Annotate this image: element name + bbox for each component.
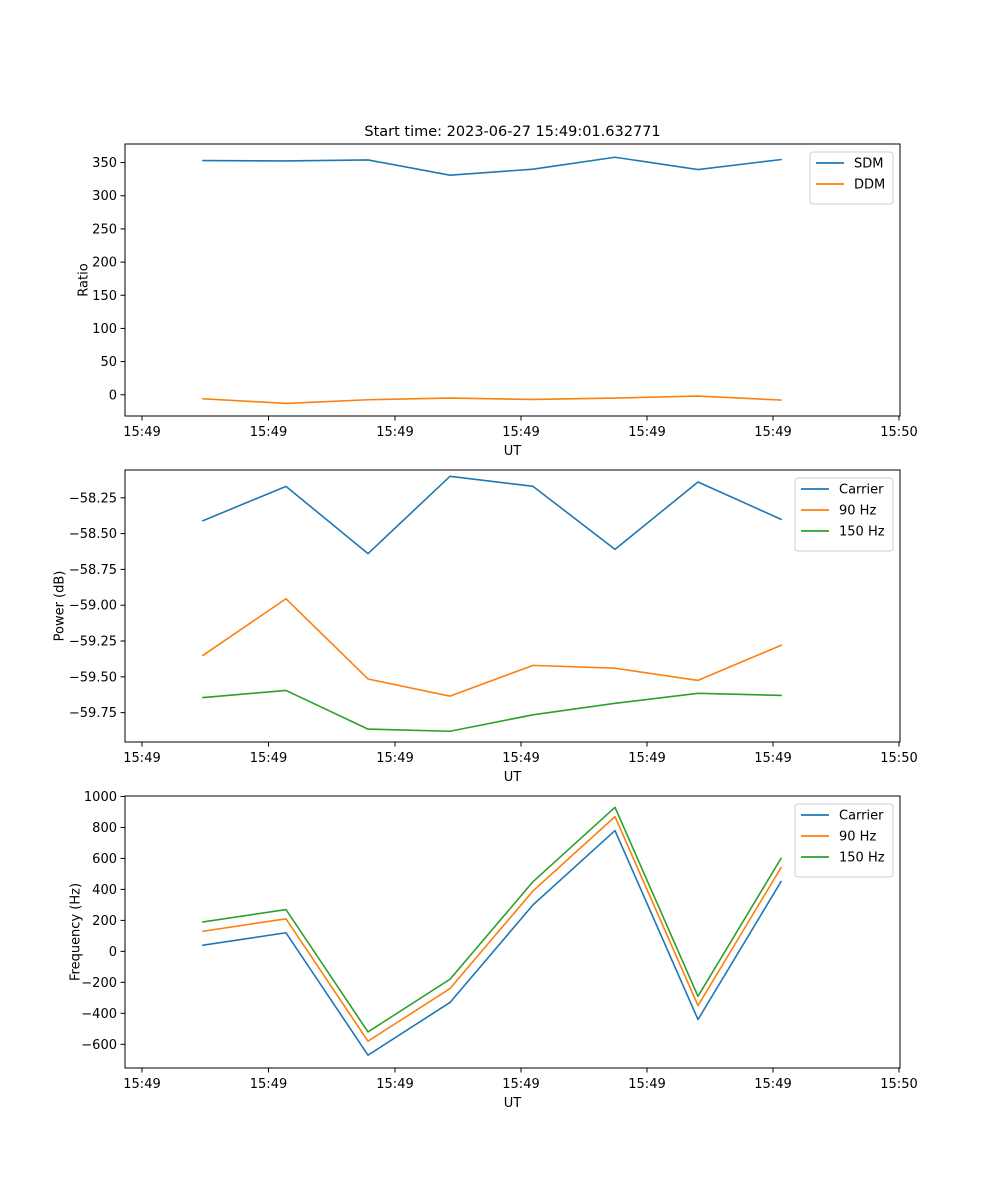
x-tick-label: 15:49 <box>123 1077 160 1092</box>
legend-label: Carrier <box>839 809 884 824</box>
series-line-90-hz <box>201 597 783 697</box>
series-group <box>201 475 783 733</box>
y-tick-label: −59.75 <box>69 706 117 721</box>
figure-title: Start time: 2023-06-27 15:49:01.632771 <box>364 124 660 140</box>
x-axis: 15:49 15:49 15:49 15:49 15:49 15:49 15:50 UT <box>123 416 918 459</box>
legend: Carrier 90 Hz 150 Hz <box>794 803 894 878</box>
series-line-90-hz <box>202 815 783 1042</box>
y-tick-label: 200 <box>92 914 117 929</box>
y-tick-label: −200 <box>81 976 117 991</box>
x-tick-label: 15:49 <box>502 751 539 766</box>
series-group <box>202 156 782 405</box>
x-tick-label: 15:49 <box>754 751 791 766</box>
subplot-1: 15:49 15:49 15:49 15:49 15:49 15:49 15:50 UT 0 50… <box>76 143 918 459</box>
x-tick-label: 15:49 <box>250 751 287 766</box>
x-tick-label: 15:49 <box>628 751 665 766</box>
x-tick-label: 15:49 <box>754 425 791 440</box>
x-tick-label: 15:49 <box>123 425 160 440</box>
x-tick-label: 15:50 <box>880 1077 917 1092</box>
legend-label: 150 Hz <box>839 525 885 540</box>
y-axis-label: Frequency (Hz) <box>68 883 83 981</box>
axes-frame <box>124 795 901 1069</box>
x-tick-label: 15:49 <box>376 1077 413 1092</box>
y-tick-label: −58.50 <box>69 527 117 542</box>
x-tick-label: 15:49 <box>628 1077 665 1092</box>
y-tick-label: 350 <box>92 156 117 171</box>
series-line-carrier <box>201 475 783 555</box>
y-tick-label: 0 <box>109 945 117 960</box>
legend-label: 90 Hz <box>839 504 876 519</box>
y-tick-label: 150 <box>92 289 117 304</box>
series-line-carrier <box>202 829 783 1056</box>
x-tick-label: 15:49 <box>628 425 665 440</box>
y-tick-label: −59.00 <box>69 599 117 614</box>
y-tick-label: 100 <box>92 322 117 337</box>
legend-box <box>794 477 894 552</box>
x-tick-label: 15:49 <box>502 425 539 440</box>
x-axis: 15:49 15:49 15:49 15:49 15:49 15:49 15:50 UT <box>123 1068 918 1111</box>
legend-label: 90 Hz <box>839 830 876 845</box>
x-axis-label: UT <box>504 1096 522 1111</box>
y-tick-label: 800 <box>92 821 117 836</box>
y-tick-label: 400 <box>92 883 117 898</box>
y-axis-label: Power (dB) <box>53 571 68 642</box>
x-tick-label: 15:49 <box>250 425 287 440</box>
x-axis-label: UT <box>504 444 522 459</box>
legend-label: 150 Hz <box>839 851 885 866</box>
y-tick-label: −58.25 <box>69 491 117 506</box>
y-axis: 0 50 100 150 200 250 300 350 Ratio <box>76 156 125 403</box>
legend-label: SDM <box>854 157 883 172</box>
y-axis: −59.75 −59.50 −59.25 −59.00 −58.75 −58.50 −58.… <box>53 491 125 721</box>
y-tick-label: 200 <box>92 256 117 271</box>
y-tick-label: −58.75 <box>69 563 117 578</box>
series-line-150-hz <box>202 689 782 733</box>
x-tick-label: 15:50 <box>880 751 917 766</box>
x-tick-label: 15:49 <box>754 1077 791 1092</box>
y-tick-label: 600 <box>92 852 117 867</box>
y-tick-label: −600 <box>81 1038 117 1053</box>
y-tick-label: −59.50 <box>69 670 117 685</box>
y-tick-label: 300 <box>92 189 117 204</box>
y-axis-label: Ratio <box>76 263 91 296</box>
y-tick-label: 50 <box>100 355 117 370</box>
subplot-2: 15:49 15:49 15:49 15:49 15:49 15:49 15:50 UT −59… <box>53 469 918 785</box>
legend-label: Carrier <box>839 483 884 498</box>
legend-box <box>794 803 894 878</box>
legend-label: DDM <box>854 178 885 193</box>
y-tick-label: 0 <box>109 388 117 403</box>
series-line-ddm <box>202 395 782 405</box>
subplots: 15:49 15:49 15:49 15:49 15:49 15:49 15:50 UT 0 50… <box>53 143 918 1111</box>
x-tick-label: 15:49 <box>502 1077 539 1092</box>
legend: SDM DDM <box>809 151 894 205</box>
series-line-150-hz <box>202 806 783 1033</box>
x-tick-label: 15:49 <box>250 1077 287 1092</box>
y-tick-label: −400 <box>81 1007 117 1022</box>
x-tick-label: 15:49 <box>376 751 413 766</box>
axes-frame <box>124 143 901 417</box>
y-tick-label: −59.25 <box>69 635 117 650</box>
x-axis: 15:49 15:49 15:49 15:49 15:49 15:49 15:50 UT <box>123 742 918 785</box>
axes-frame <box>124 469 901 743</box>
y-axis: −600 −400 −200 0 200 400 600 800 1000 Frequency (… <box>68 790 125 1053</box>
legend-box <box>809 151 894 205</box>
x-tick-label: 15:49 <box>123 751 160 766</box>
y-tick-label: 250 <box>92 222 117 237</box>
x-axis-label: UT <box>504 770 522 785</box>
legend: Carrier 90 Hz 150 Hz <box>794 477 894 552</box>
series-group <box>202 806 783 1056</box>
x-tick-label: 15:49 <box>376 425 413 440</box>
series-line-sdm <box>202 156 782 176</box>
y-tick-label: 1000 <box>84 790 117 805</box>
subplot-3: 15:49 15:49 15:49 15:49 15:49 15:49 15:50 UT −60… <box>68 790 917 1111</box>
x-tick-label: 15:50 <box>880 425 917 440</box>
